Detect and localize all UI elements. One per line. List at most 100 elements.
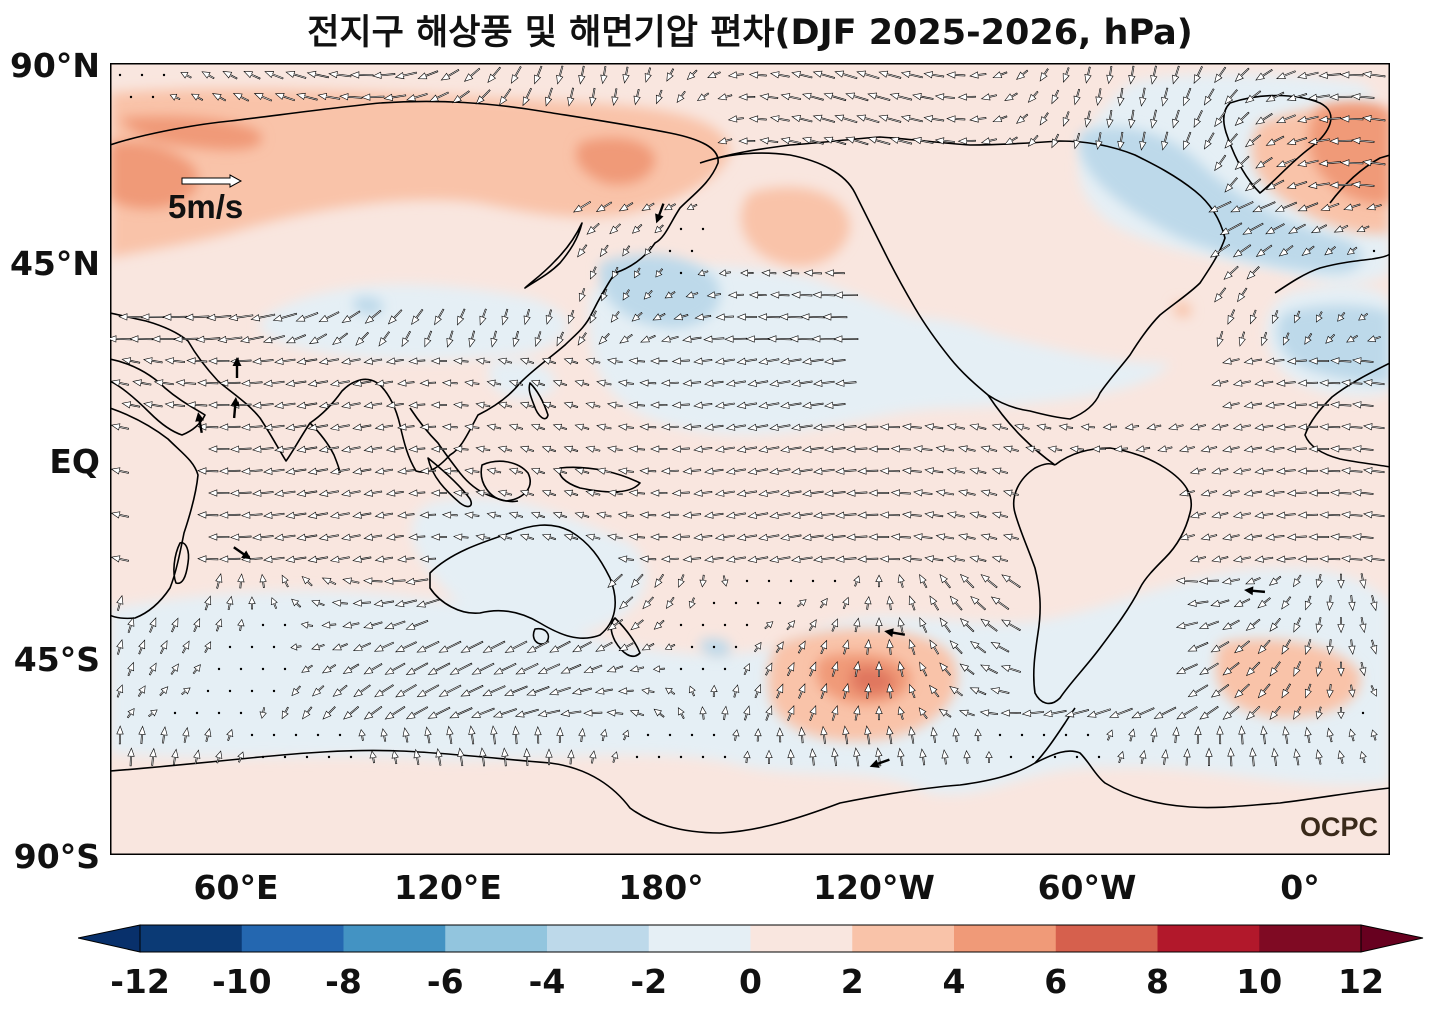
lat-label-eq: EQ — [49, 442, 100, 481]
wind-vector-arrow — [1233, 598, 1251, 608]
wind-vector-arrow — [747, 467, 769, 475]
wind-vector-arrow — [969, 115, 987, 123]
wind-vector-arrow — [1362, 71, 1386, 79]
wind-vector-arrow — [138, 639, 146, 655]
wind-vector-arrow — [900, 114, 923, 123]
wind-vector-arrow — [1348, 595, 1356, 612]
wind-vector-arrow — [148, 709, 158, 718]
wind-vector-arrow — [812, 291, 836, 299]
wind-vector-arrow — [519, 401, 535, 409]
wind-vector-arrow — [586, 222, 600, 235]
wind-vector-arrow — [127, 661, 135, 677]
wind-vector-arrow — [530, 379, 546, 387]
wind-vector-arrow — [699, 706, 707, 720]
wind-vector-arrow — [707, 71, 721, 78]
wind-vector-arrow — [1106, 729, 1114, 741]
wind-vector-arrow — [1021, 709, 1044, 717]
wind-vector-arrow — [1205, 747, 1213, 766]
wind-vector-arrow — [1307, 137, 1330, 145]
wind-vector-arrow — [339, 93, 363, 101]
wind-vector-arrow — [801, 136, 824, 145]
wind-vector-dot — [217, 711, 221, 715]
wind-vector-arrow — [363, 489, 383, 497]
wind-vector-arrow — [715, 313, 735, 321]
wind-vector-arrow — [875, 660, 883, 677]
wind-vector-arrow — [1039, 112, 1049, 126]
wind-vector-arrow — [504, 685, 528, 696]
wind-vector-arrow — [609, 223, 621, 235]
wind-vector-arrow — [215, 750, 223, 764]
wind-vector-dot — [250, 733, 254, 737]
wind-vector-arrow — [835, 423, 857, 431]
wind-vector-arrow — [767, 335, 793, 343]
wind-vector-arrow — [980, 618, 998, 632]
wind-vector-arrow — [759, 137, 779, 145]
wind-vector-arrow — [653, 708, 665, 718]
wind-vector-arrow — [116, 594, 124, 611]
wind-vector-arrow — [890, 489, 911, 497]
wind-vector-arrow — [660, 467, 679, 475]
wind-vector-arrow — [974, 728, 982, 742]
wind-vector-arrow — [151, 335, 177, 343]
wind-vector-arrow — [208, 357, 230, 365]
wind-vector-arrow — [230, 489, 252, 497]
wind-vector-arrow — [1004, 136, 1018, 145]
wind-vector-arrow — [824, 489, 846, 497]
wind-vector-arrow — [782, 269, 800, 277]
wind-vector-arrow — [666, 68, 675, 82]
wind-vector-arrow — [696, 92, 710, 102]
wind-vector-arrow — [834, 114, 858, 124]
wind-vector-arrow — [747, 423, 769, 431]
wind-vector-arrow — [430, 445, 447, 453]
wind-vector-arrow — [1203, 88, 1215, 106]
wind-vector-arrow — [295, 312, 319, 322]
wind-vector-arrow — [248, 596, 256, 610]
wind-vector-arrow — [875, 574, 883, 588]
wind-vector-arrow — [307, 379, 329, 387]
wind-vector-arrow — [285, 379, 307, 387]
wind-vector-dot — [305, 755, 309, 759]
wind-vector-arrow — [809, 748, 817, 766]
wind-vector-arrow — [1245, 705, 1261, 720]
wind-vector-arrow — [1304, 683, 1312, 699]
wind-vector-arrow — [206, 313, 232, 321]
wind-vector-arrow — [641, 687, 655, 695]
japan-coastline — [524, 222, 583, 289]
wind-vector-arrow — [449, 707, 473, 719]
wind-vector-arrow — [611, 88, 619, 107]
wind-vector-arrow — [585, 401, 601, 409]
lat-label-45s: 45°S — [13, 640, 100, 679]
wind-vector-dot — [1031, 755, 1035, 759]
wind-vector-arrow — [1242, 222, 1264, 235]
wind-vector-arrow — [654, 224, 664, 234]
wind-vector-arrow — [1214, 110, 1227, 128]
wind-vector-arrow — [1027, 134, 1039, 147]
wind-vector-arrow — [395, 641, 417, 653]
wind-vector-arrow — [1297, 379, 1318, 387]
wind-vector-arrow — [642, 596, 654, 610]
wind-vector-arrow — [563, 489, 579, 497]
wind-vector-arrow — [197, 511, 219, 519]
wind-vector-dot — [756, 601, 760, 605]
wind-vector-arrow — [791, 467, 813, 475]
wind-vector-arrow — [606, 665, 624, 673]
wind-vector-arrow — [846, 445, 868, 453]
wind-vector-dot — [118, 73, 122, 77]
wind-vector-arrow — [1265, 179, 1285, 190]
wind-vector-arrow — [1252, 201, 1276, 213]
wind-vector-arrow — [1275, 379, 1296, 387]
wind-vector-arrow — [1329, 181, 1353, 189]
wind-vector-arrow — [180, 72, 192, 79]
wind-vector-arrow — [831, 704, 839, 721]
wind-vector-arrow — [1254, 467, 1274, 475]
wind-vector-arrow — [607, 618, 624, 631]
wind-vector-arrow — [769, 511, 791, 519]
wind-vector-arrow — [419, 379, 437, 387]
wind-vector-arrow — [285, 423, 307, 431]
wind-vector-arrow — [1222, 662, 1240, 676]
wind-vector-arrow — [1304, 726, 1312, 744]
wind-vector-arrow — [497, 489, 513, 497]
wind-vector-dot — [239, 711, 243, 715]
wind-vector-arrow — [1352, 533, 1374, 541]
wind-vector-arrow — [321, 577, 337, 586]
